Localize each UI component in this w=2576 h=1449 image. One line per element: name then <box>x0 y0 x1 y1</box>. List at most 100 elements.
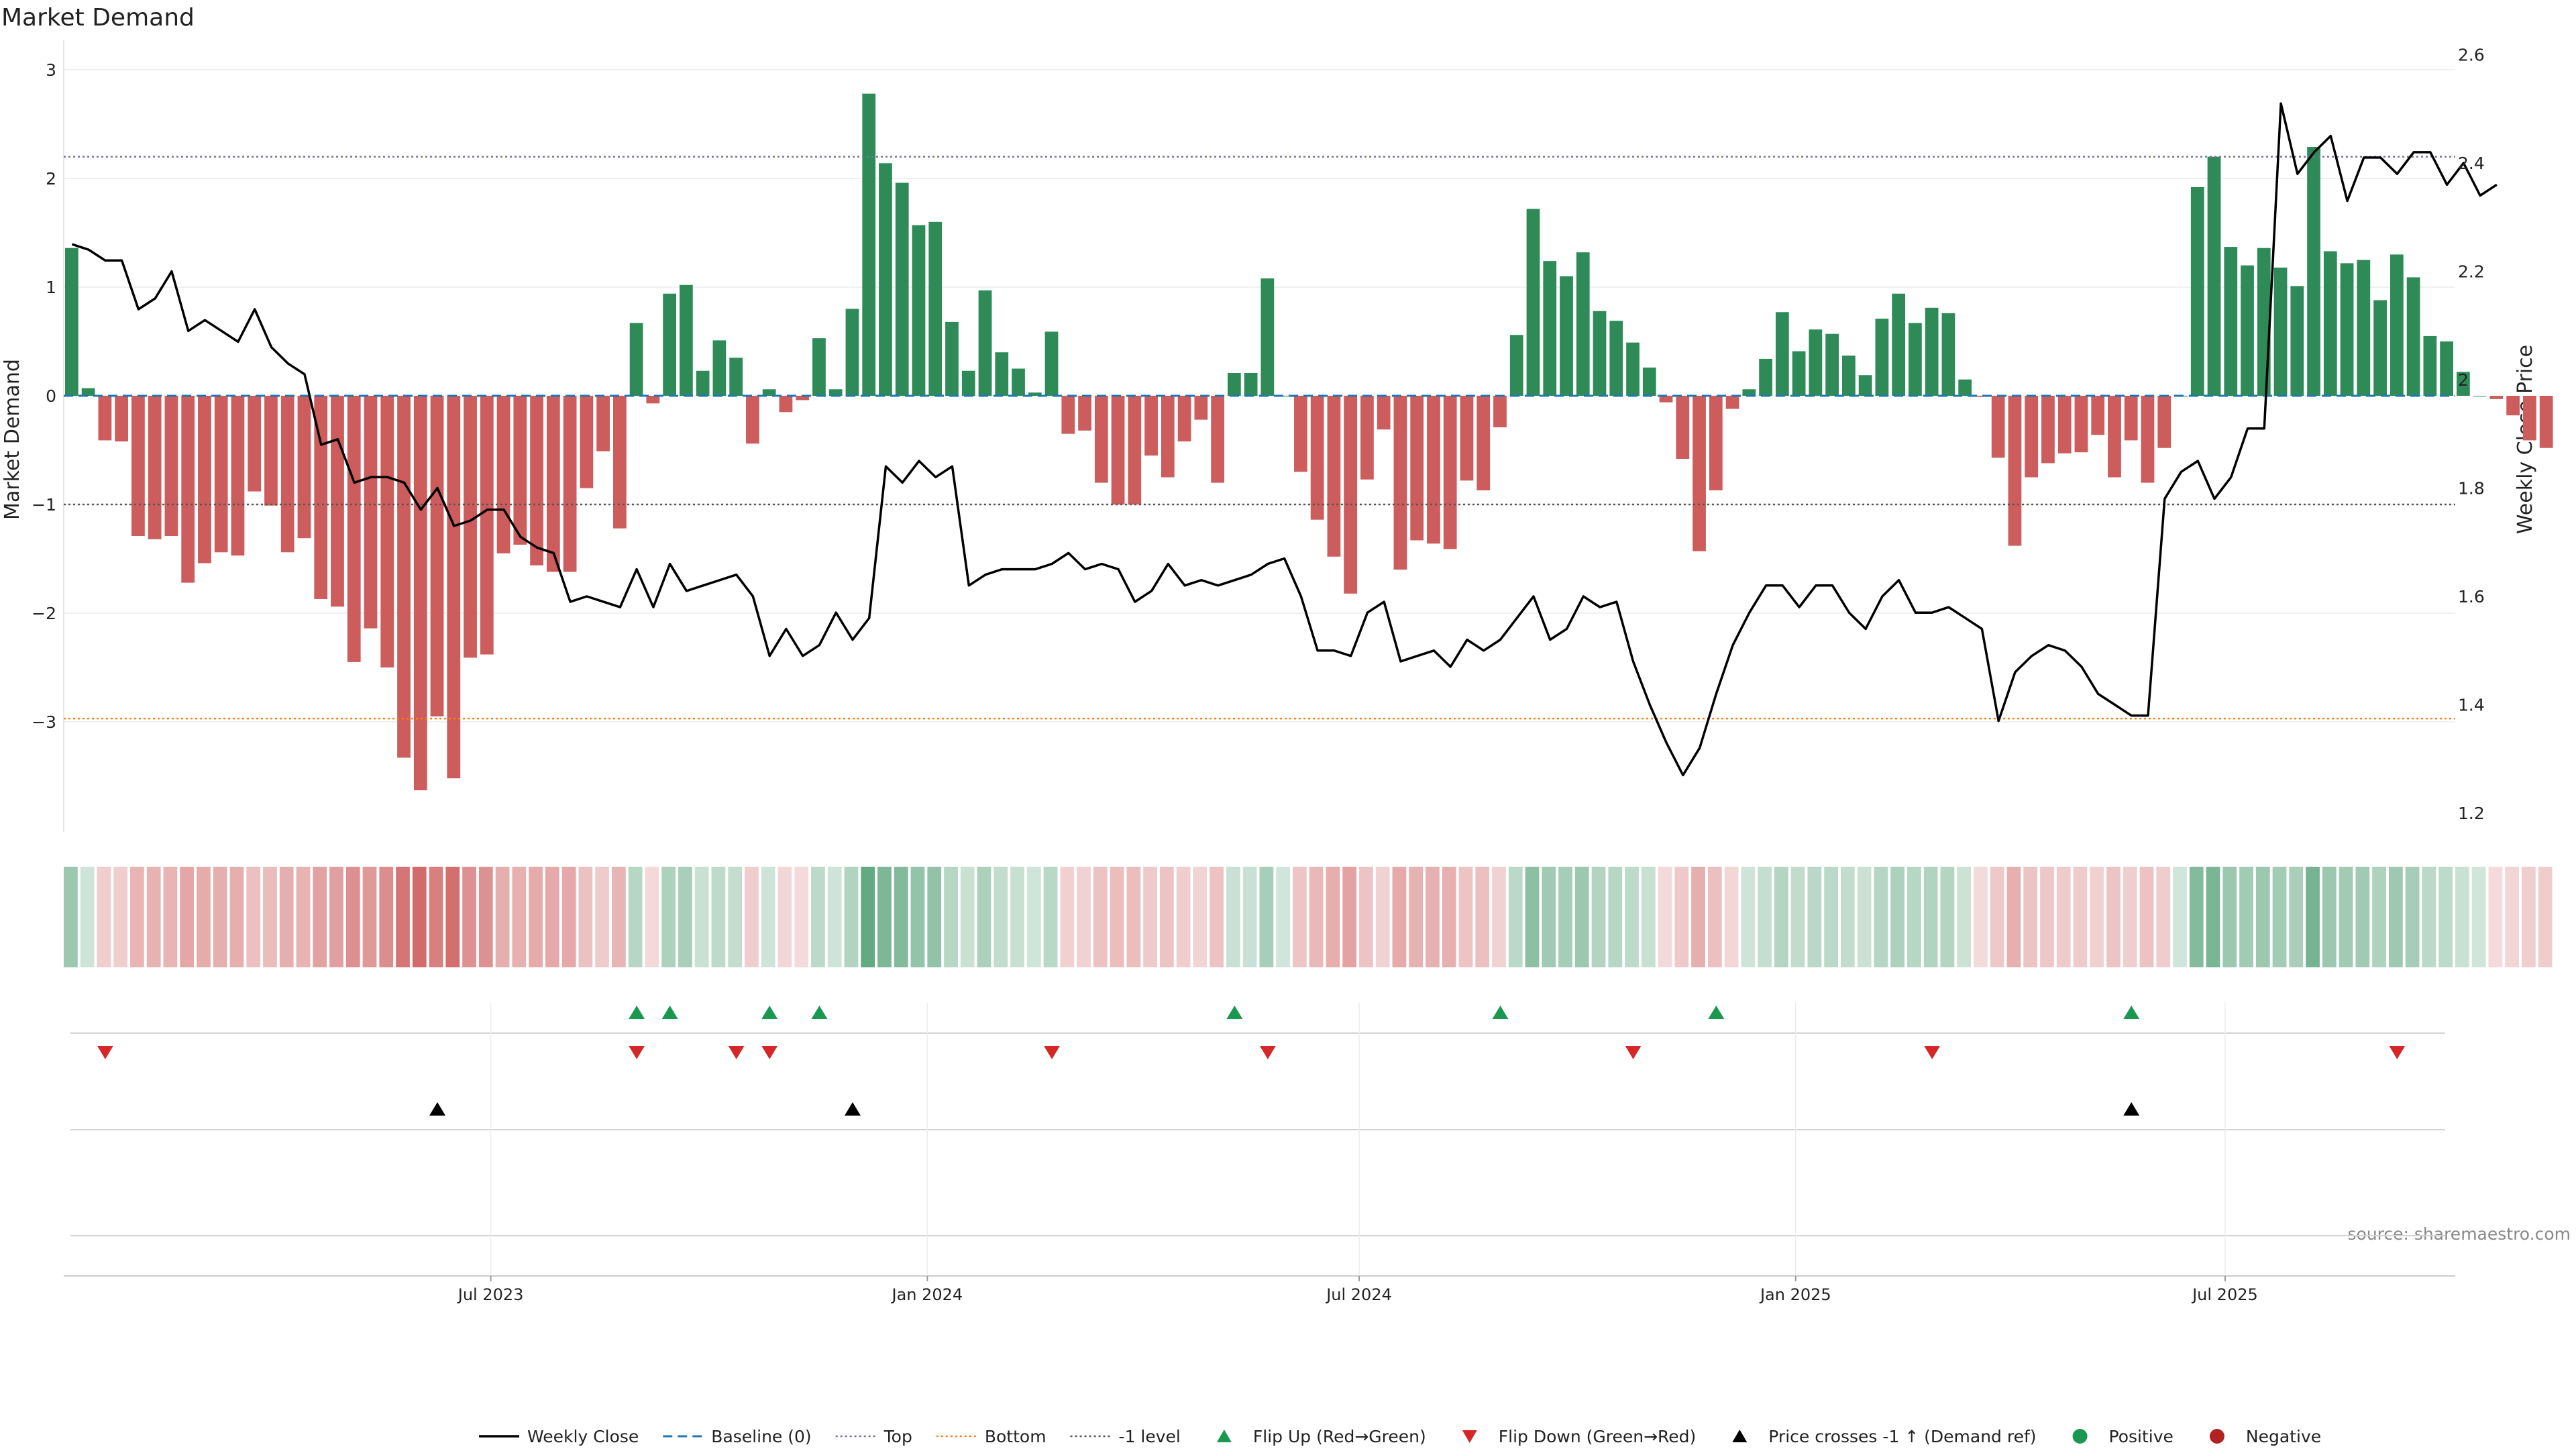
heat-cell <box>1375 867 1390 967</box>
demand-bar <box>2406 277 2420 396</box>
heat-cell <box>1093 867 1108 967</box>
demand-bar <box>1991 396 2005 458</box>
heat-cell <box>811 867 825 967</box>
heat-cell <box>1458 867 1473 967</box>
demand-bar <box>995 352 1009 396</box>
heat-cell <box>213 867 227 967</box>
flip-up-marker <box>2123 1006 2140 1019</box>
heat-cell <box>379 867 394 967</box>
heat-cell <box>2538 867 2553 967</box>
heat-cell <box>545 867 559 967</box>
demand-bar <box>2025 396 2039 478</box>
demand-bar <box>1626 342 1640 396</box>
heat-cell <box>1923 867 1938 967</box>
demand-bar <box>1892 293 1906 396</box>
heat-cell <box>80 867 95 967</box>
heat-cell <box>445 867 460 967</box>
demand-bar <box>1858 375 1872 396</box>
demand-bar <box>1958 379 1972 396</box>
legend-swatch <box>2072 1429 2088 1444</box>
demand-bar <box>1012 368 1025 396</box>
weekly-close-line <box>71 102 2498 777</box>
demand-bar <box>2539 396 2553 448</box>
demand-bar <box>1393 396 1407 570</box>
y2-tick-label: 2 <box>2458 370 2469 390</box>
legend-swatch <box>1732 1430 1748 1442</box>
weekly-close-series <box>71 102 2498 777</box>
heat-cell <box>180 867 195 967</box>
legend-swatch <box>1462 1430 1477 1443</box>
heat-cell <box>977 867 991 967</box>
legend: Weekly Close Baseline (0) Top Bottom -1 leve… <box>479 1427 2321 1446</box>
heat-cell <box>1974 867 1988 967</box>
flip-down-marker <box>1259 1046 1276 1059</box>
demand-bar <box>1593 311 1607 396</box>
heat-cell <box>1957 867 1972 967</box>
legend-label: Negative <box>2246 1427 2321 1446</box>
price-cross-marker <box>844 1102 861 1116</box>
heat-cell <box>2023 867 2038 967</box>
x-tick-label: Jul 2024 <box>1325 1285 1392 1304</box>
heat-cell <box>263 867 277 967</box>
demand-bar <box>1825 333 1839 396</box>
heat-cell <box>512 867 527 967</box>
demand-bar <box>2489 396 2504 399</box>
demand-bar <box>1177 396 1191 442</box>
heat-cell <box>1807 867 1822 967</box>
demand-bars <box>65 93 2553 791</box>
heat-cell <box>1774 867 1788 967</box>
heat-cell <box>529 867 543 967</box>
heat-cell <box>2139 867 2154 967</box>
demand-bar <box>98 396 112 441</box>
heat-cell <box>628 867 643 967</box>
demand-bar <box>2390 254 2404 396</box>
heat-cell <box>728 867 743 967</box>
heat-cell <box>1492 867 1506 967</box>
heat-cell <box>2123 867 2137 967</box>
demand-bar <box>1327 396 1341 557</box>
heat-cell <box>495 867 510 967</box>
demand-bar <box>131 396 145 536</box>
heat-cell <box>578 867 593 967</box>
heat-cell <box>412 867 427 967</box>
flip-down-marker <box>97 1046 113 1059</box>
demand-bar <box>796 396 810 400</box>
demand-bar <box>2157 396 2171 448</box>
heat-cell <box>1707 867 1722 967</box>
heat-cell <box>1426 867 1440 967</box>
heat-cell <box>345 867 360 967</box>
heat-cell <box>2206 867 2220 967</box>
demand-bar <box>1975 396 1988 397</box>
heat-cell <box>645 867 659 967</box>
heat-cell <box>313 867 327 967</box>
heat-cell <box>595 867 609 967</box>
demand-bar <box>1609 321 1623 396</box>
heat-cell <box>877 867 892 967</box>
heat-cell <box>960 867 975 967</box>
x-tick-label: Jan 2024 <box>891 1285 963 1304</box>
heat-cell <box>2339 867 2353 967</box>
heat-cell <box>1658 867 1672 967</box>
heat-cell <box>2289 867 2304 967</box>
demand-bar <box>2506 396 2520 416</box>
heat-cell <box>694 867 709 967</box>
heat-cell <box>2306 867 2320 967</box>
demand-bar <box>513 396 527 545</box>
heat-cell <box>1242 867 1257 967</box>
heat-cell <box>1359 867 1373 967</box>
heat-cell <box>1043 867 1058 967</box>
heat-cell <box>2355 867 2370 967</box>
demand-bar <box>1693 396 1706 551</box>
heat-cell <box>827 867 842 967</box>
demand-bar <box>1194 396 1208 420</box>
source-note: source: sharemaestro.com <box>2348 1224 2571 1244</box>
demand-bar <box>580 396 594 488</box>
legend-swatch <box>1216 1430 1232 1442</box>
demand-bar <box>2241 265 2254 396</box>
flip-up-marker <box>761 1006 778 1019</box>
heat-cell <box>1193 867 1208 967</box>
demand-bar <box>2357 260 2371 396</box>
y2-tick-label: 1.6 <box>2458 587 2485 606</box>
demand-bar <box>2108 396 2121 478</box>
